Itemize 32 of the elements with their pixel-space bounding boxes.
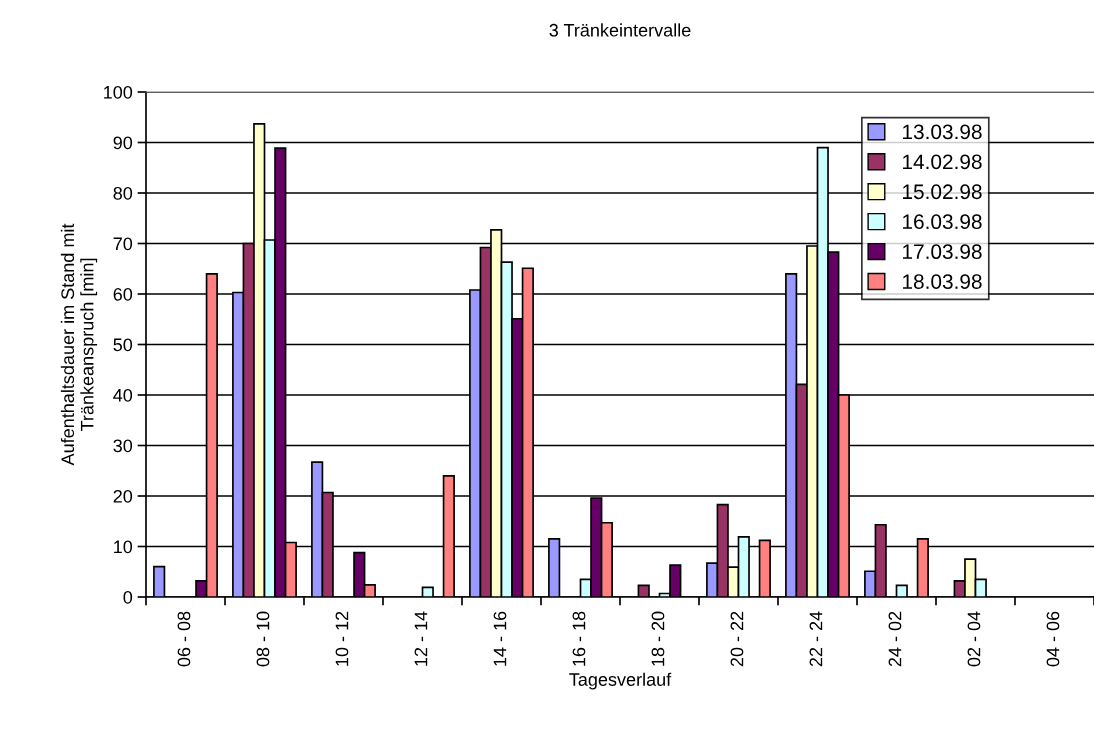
y-tick-label: 100 (104, 85, 133, 99)
x-tick-label: 10 - 12 (335, 611, 349, 666)
y-tick-label: 0 (123, 590, 133, 604)
y-tick-label: 20 (113, 489, 133, 503)
x-tick-label: 16 - 18 (572, 611, 586, 666)
legend-label: 16.03.98 (903, 214, 982, 230)
y-axis-title: Aufenthaltsdauer im Stand mit Tränkeanspruch [min] (60, 223, 98, 466)
y-tick-label: 50 (113, 338, 133, 352)
x-tick-label: 06 - 08 (177, 611, 191, 667)
x-tick-label: 14 - 16 (493, 611, 507, 666)
y-tick-label: 90 (113, 136, 133, 150)
x-axis-title: Tagesverlauf (569, 672, 672, 690)
legend-label: 17.03.98 (903, 244, 982, 260)
y-tick-label: 10 (114, 540, 133, 554)
x-tick-label: 08 - 10 (256, 611, 270, 667)
x-tick-label: 04 - 06 (1046, 611, 1060, 667)
x-tick-label: 02 - 04 (967, 611, 981, 667)
y-tick-label: 70 (113, 237, 133, 251)
legend-label: 14.02.98 (903, 154, 982, 170)
x-tick-label: 22 - 24 (809, 611, 823, 667)
x-tick-label: 20 - 22 (730, 611, 744, 667)
legend-label: 15.02.98 (903, 184, 982, 200)
y-tick-label: 60 (113, 287, 133, 301)
y-tick-label: 80 (113, 186, 133, 200)
chart-title: 3 Tränkeintervalle (549, 23, 691, 37)
x-tick-label: 24 - 02 (888, 611, 902, 667)
x-tick-label: 18 - 20 (651, 611, 665, 666)
y-tick-label: 40 (113, 388, 133, 402)
y-tick-label: 30 (113, 439, 133, 453)
legend-label: 13.03.98 (903, 124, 982, 140)
x-tick-label: 12 - 14 (414, 611, 428, 666)
legend-label: 18.03.98 (903, 274, 982, 289)
